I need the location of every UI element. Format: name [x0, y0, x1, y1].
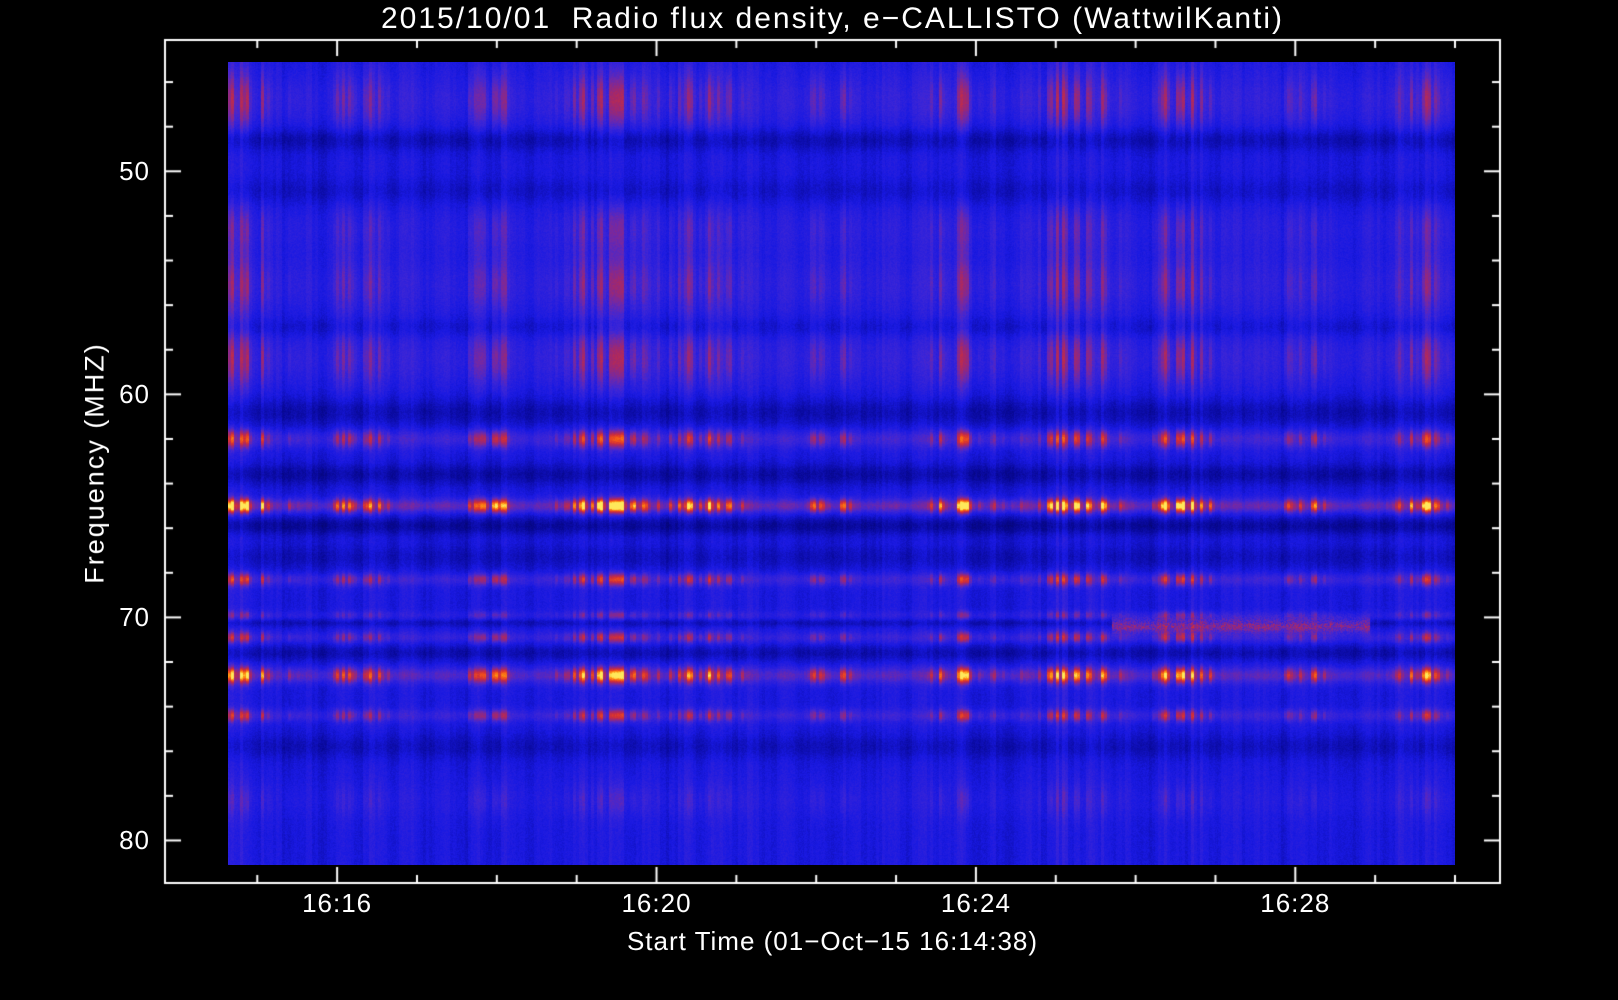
- y-tick-label: 50: [119, 156, 150, 187]
- chart-title: 2015/10/01 Radio flux density, e−CALLIST…: [380, 2, 1284, 35]
- x-axis-label: Start Time (01−Oct−15 16:14:38): [626, 926, 1039, 956]
- x-tick-label: 16:24: [940, 888, 1011, 918]
- x-tick-label: 16:28: [1260, 888, 1331, 918]
- y-tick-label: 60: [119, 379, 150, 410]
- x-tick-label: 16:16: [302, 888, 373, 918]
- y-tick-label: 80: [119, 825, 150, 856]
- y-tick-label: 70: [119, 602, 150, 633]
- x-tick-label: 16:20: [621, 888, 692, 918]
